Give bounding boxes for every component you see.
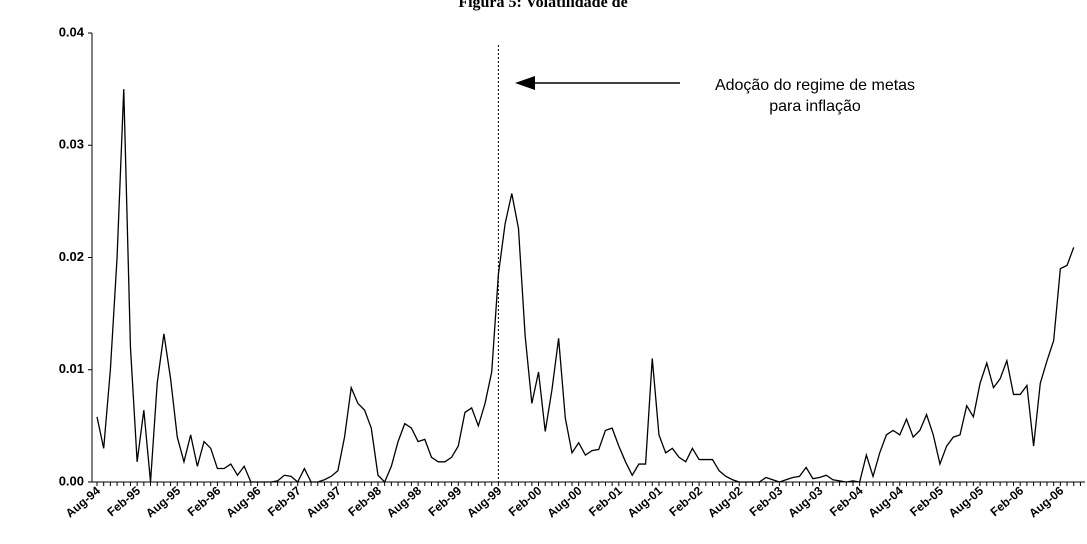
x-tick-label: Aug-04 [866, 483, 906, 520]
y-tick-label: 0.00 [59, 473, 84, 488]
y-tick-label: 0.02 [59, 249, 84, 264]
x-tick-label: Aug-99 [464, 483, 504, 520]
x-tick-label: Aug-97 [304, 483, 344, 520]
x-tick-label: Feb-96 [185, 483, 224, 519]
x-tick-label: Aug-98 [384, 483, 424, 520]
x-tick-label: Feb-03 [747, 483, 786, 519]
x-tick-label: Aug-03 [785, 483, 825, 520]
x-tick-label: Aug-02 [705, 483, 745, 520]
x-tick-label: Aug-96 [223, 483, 263, 520]
annotation-line: Adoção do regime de metas [715, 77, 915, 94]
y-tick-label: 0.03 [59, 137, 84, 152]
x-tick-label: Feb-99 [426, 483, 465, 519]
y-tick-label: 0.01 [59, 361, 84, 376]
x-tick-label: Aug-05 [946, 483, 986, 520]
x-tick-label: Feb-95 [104, 483, 143, 519]
x-tick-label: Aug-94 [63, 483, 103, 520]
x-tick-label: Aug-00 [544, 483, 584, 520]
x-tick-label: Feb-00 [506, 483, 545, 519]
x-tick-label: Feb-04 [827, 483, 866, 519]
x-tick-label: Feb-02 [666, 483, 705, 519]
x-tick-label: Aug-95 [143, 483, 183, 520]
annotation-line: para inflação [769, 98, 861, 115]
x-tick-label: Feb-06 [988, 483, 1027, 519]
y-tick-label: 0.04 [59, 24, 85, 39]
x-tick-label: Feb-98 [345, 483, 384, 519]
arrow-head [515, 76, 535, 90]
x-tick-label: Feb-97 [265, 483, 304, 519]
chart-title: Figura 5: Volatilidade de [458, 0, 627, 11]
line-series [96, 89, 1075, 484]
x-tick-label: Feb-01 [586, 483, 625, 519]
x-tick-label: Aug-01 [625, 483, 665, 520]
x-tick-label: Aug-06 [1026, 483, 1066, 520]
x-tick-label: Feb-05 [907, 483, 946, 519]
